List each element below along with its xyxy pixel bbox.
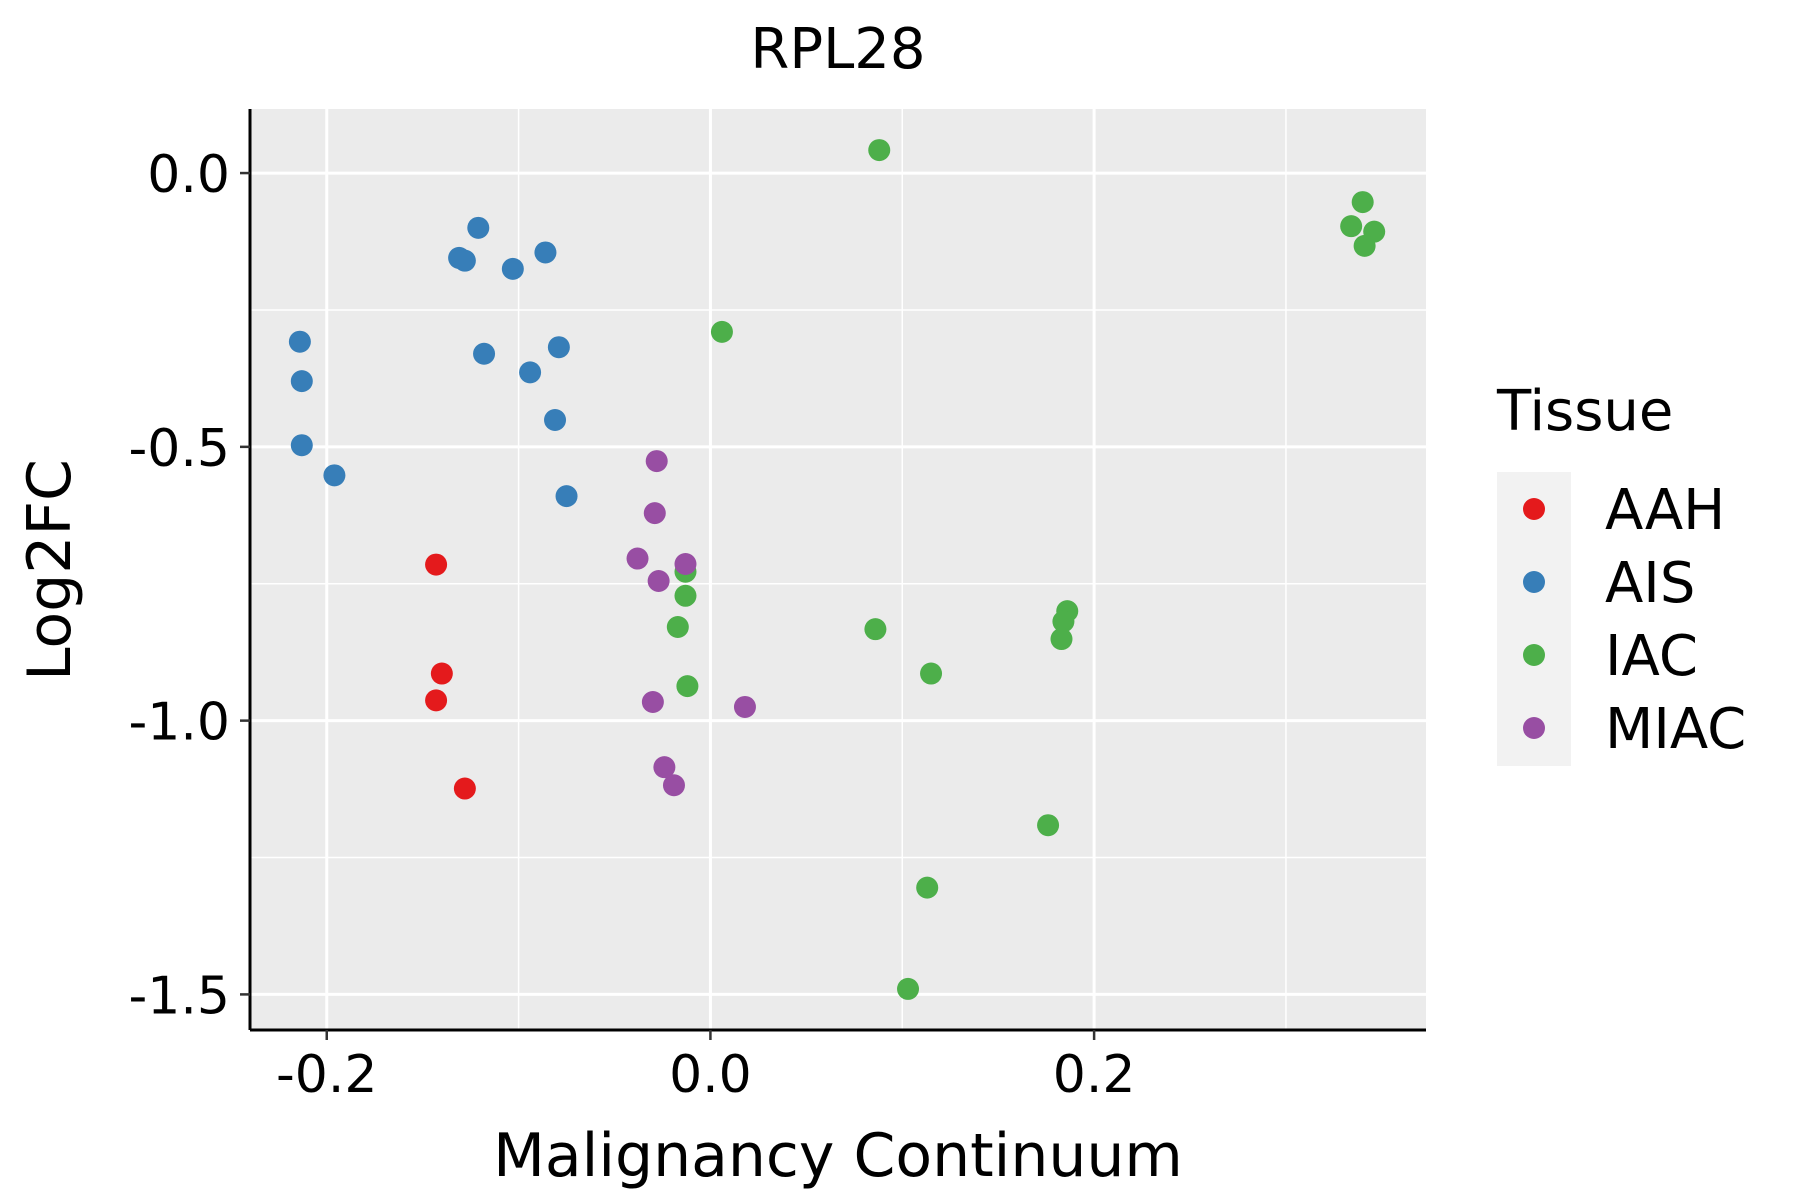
point-ais — [534, 241, 557, 264]
legend-key-aah — [1523, 498, 1545, 520]
x-tick-label: 0.2 — [1053, 1045, 1136, 1105]
point-iac — [1052, 610, 1075, 633]
point-ais — [290, 434, 313, 457]
point-iac — [674, 584, 697, 607]
point-ais — [290, 370, 313, 393]
data-points — [288, 139, 1386, 1000]
point-iac — [1037, 814, 1060, 837]
point-miac — [674, 553, 697, 576]
legend-key-ais — [1523, 571, 1545, 593]
grid-lines — [250, 109, 1426, 1030]
point-miac — [653, 756, 676, 779]
point-iac — [676, 675, 699, 698]
point-iac — [920, 662, 943, 685]
point-ais — [473, 342, 496, 365]
legend-label-ais: AIS — [1605, 551, 1695, 616]
point-ais — [323, 464, 346, 487]
x-tick-label: -0.2 — [276, 1045, 377, 1105]
x-axis-ticks: -0.2 0.0 0.2 — [276, 1030, 1135, 1105]
point-miac — [641, 691, 664, 714]
legend: Tissue AAH AIS IAC MIAC — [1496, 379, 1746, 766]
chart-title: RPL28 — [750, 17, 925, 82]
point-iac — [710, 320, 733, 343]
legend-key-miac — [1523, 717, 1545, 739]
point-iac — [868, 139, 891, 162]
point-miac — [647, 569, 670, 592]
x-tick-label: 0.0 — [669, 1045, 752, 1105]
y-tick-label: -1.5 — [129, 966, 230, 1026]
point-ais — [501, 257, 524, 280]
point-iac — [666, 615, 689, 638]
x-axis-title: Malignancy Continuum — [493, 1121, 1183, 1191]
point-miac — [662, 774, 685, 797]
point-ais — [453, 249, 476, 272]
legend-key-iac — [1523, 644, 1545, 666]
legend-label-iac: IAC — [1605, 624, 1698, 689]
point-iac — [1050, 628, 1073, 651]
y-axis-ticks: 0.0 -0.5 -1.0 -1.5 — [129, 145, 250, 1026]
point-aah — [425, 553, 448, 576]
legend-title: Tissue — [1496, 379, 1673, 444]
y-tick-label: -1.0 — [129, 693, 230, 753]
point-ais — [467, 216, 490, 239]
point-aah — [430, 662, 453, 685]
point-miac — [626, 547, 649, 570]
y-axis-title: Log2FC — [15, 459, 85, 681]
point-ais — [547, 336, 570, 359]
point-ais — [288, 330, 311, 353]
point-miac — [733, 695, 756, 718]
point-aah — [425, 689, 448, 712]
plot-panel — [250, 109, 1426, 1030]
y-tick-label: -0.5 — [129, 419, 230, 479]
point-iac — [1340, 215, 1363, 238]
point-miac — [645, 450, 668, 473]
point-iac — [897, 977, 920, 1000]
point-iac — [1351, 191, 1374, 214]
point-ais — [519, 361, 542, 384]
point-ais — [555, 485, 578, 508]
point-iac — [864, 618, 887, 641]
point-iac — [916, 876, 939, 899]
y-tick-label: 0.0 — [147, 145, 230, 205]
point-ais — [544, 409, 567, 432]
legend-label-miac: MIAC — [1605, 697, 1746, 762]
point-miac — [643, 502, 666, 525]
point-iac — [1353, 234, 1376, 257]
legend-label-aah: AAH — [1605, 478, 1725, 543]
point-aah — [453, 777, 476, 800]
legend-items: AAH AIS IAC MIAC — [1523, 478, 1746, 762]
